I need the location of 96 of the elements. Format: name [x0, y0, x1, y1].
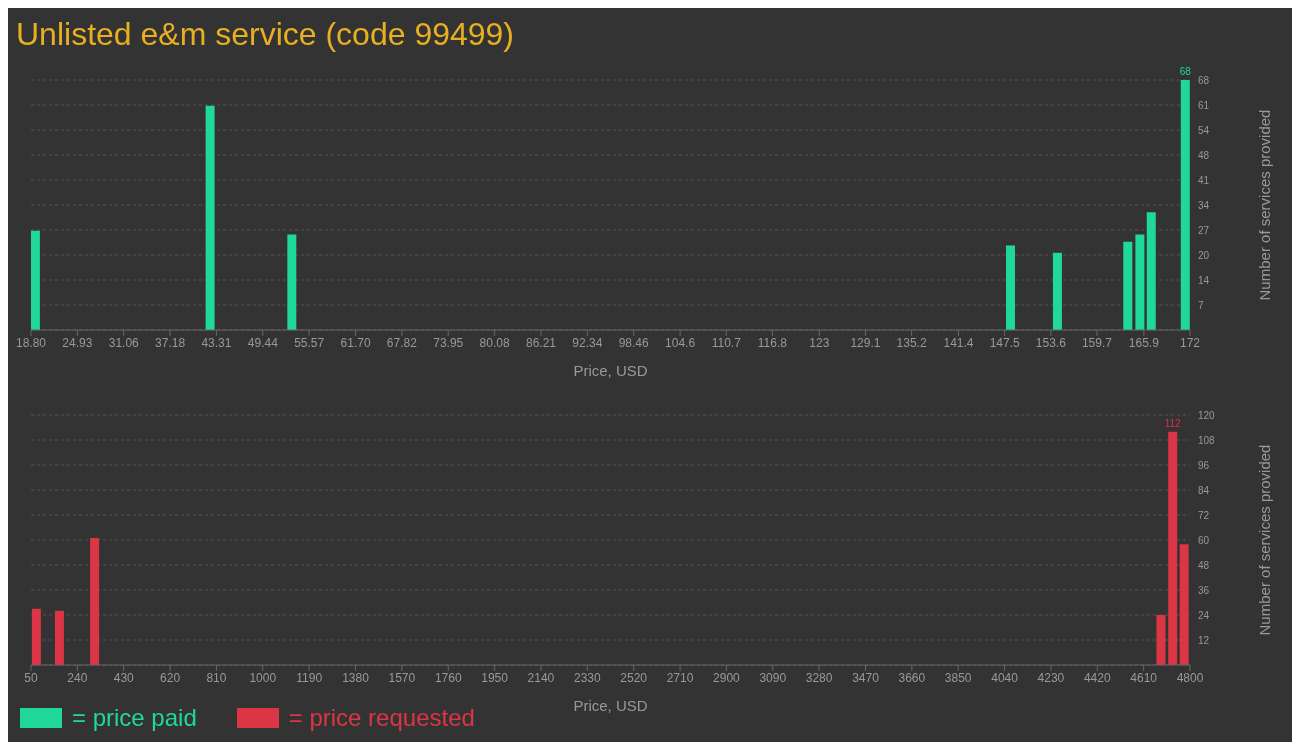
x-tick-label: 110.7: [711, 335, 742, 350]
bar: [1123, 241, 1133, 330]
x-tick-label: 1190: [296, 670, 323, 685]
y-tick-label: 36: [1198, 584, 1210, 596]
x-tick-label: 49.44: [247, 335, 279, 350]
y-tick-label: 120: [1198, 409, 1216, 421]
bar: [205, 105, 215, 330]
x-tick-label: 3280: [805, 670, 833, 685]
y-tick-label: 108: [1198, 434, 1216, 446]
y-tick-label: 20: [1198, 249, 1210, 261]
x-tick-label: 1570: [388, 670, 416, 685]
x-tick-label: 810: [206, 670, 227, 685]
x-tick-label: 1380: [342, 670, 370, 685]
x-tick-label: 2140: [527, 670, 555, 685]
x-tick-label: 123: [809, 335, 830, 350]
bar: [31, 230, 40, 330]
y-tick-label: 54: [1198, 124, 1210, 136]
x-tick-label: 43.31: [201, 335, 232, 350]
bar: [1006, 245, 1016, 330]
x-tick-label: 2710: [666, 670, 694, 685]
bar: [31, 608, 41, 665]
x-tick-label: 3090: [759, 670, 787, 685]
x-axis-title: Price, USD: [573, 362, 648, 379]
x-tick-label: 3470: [852, 670, 880, 685]
bar: [1135, 234, 1145, 330]
y-tick-label: 72: [1198, 509, 1210, 521]
x-tick-label: 4800: [1176, 670, 1204, 685]
x-tick-label: 61.70: [340, 335, 371, 350]
x-tick-label: 2520: [620, 670, 648, 685]
data-label: 68: [1179, 66, 1192, 77]
y-tick-label: 60: [1198, 534, 1210, 546]
data-label: 112: [1164, 417, 1182, 429]
chart-title: Unlisted e&m service (code 99499): [16, 16, 515, 53]
x-tick-label: 159.7: [1081, 335, 1113, 350]
y-tick-label: 12: [1198, 634, 1210, 646]
y-tick-label: 7: [1198, 299, 1204, 311]
x-tick-label: 3660: [898, 670, 926, 685]
x-tick-label: 31.06: [108, 335, 140, 350]
x-tick-label: 147.5: [989, 335, 1020, 350]
legend-label: = price requested: [288, 704, 475, 732]
x-tick-label: 135.2: [896, 335, 927, 350]
x-tick-label: 80.08: [479, 335, 510, 350]
x-tick-label: 4230: [1037, 670, 1065, 685]
bar: [1156, 615, 1166, 665]
x-tick-label: 2330: [573, 670, 601, 685]
x-tick-label: 104.6: [665, 335, 696, 350]
y-tick-label: 48: [1198, 149, 1210, 161]
x-tick-label: 430: [113, 670, 135, 685]
x-tick-label: 240: [67, 670, 88, 685]
x-tick-label: 67.82: [386, 335, 418, 350]
y-tick-label: 68: [1198, 74, 1210, 86]
x-tick-label: 18.80: [15, 335, 47, 350]
x-tick-label: 1000: [249, 670, 277, 685]
legend-label: = price paid: [72, 704, 197, 732]
y-tick-label: 27: [1198, 224, 1210, 236]
y-tick-label: 61: [1198, 99, 1210, 111]
bar: [90, 537, 100, 665]
x-tick-label: 116.8: [757, 335, 788, 350]
x-tick-label: 24.93: [62, 335, 93, 350]
x-tick-label: 172: [1179, 335, 1201, 350]
x-tick-label: 86.21: [525, 335, 557, 350]
x-tick-label: 2900: [713, 670, 741, 685]
y-axis-title: Number of services provided: [1255, 108, 1274, 303]
y-tick-label: 96: [1198, 459, 1210, 471]
bar: [1168, 431, 1178, 665]
y-axis-title: Number of services provided: [1255, 443, 1274, 638]
bar: [1052, 252, 1062, 330]
y-tick-label: 48: [1198, 559, 1210, 571]
x-tick-label: 4420: [1083, 670, 1111, 685]
x-axis-title: Price, USD: [573, 697, 648, 714]
x-tick-label: 73.95: [433, 335, 464, 350]
bar: [54, 610, 64, 665]
bar: [1179, 544, 1189, 665]
x-tick-label: 153.6: [1035, 335, 1067, 350]
x-tick-label: 4040: [991, 670, 1019, 685]
y-tick-label: 84: [1198, 484, 1210, 496]
x-tick-label: 1760: [434, 670, 462, 685]
x-tick-label: 129.1: [850, 335, 881, 350]
y-tick-label: 34: [1198, 199, 1210, 211]
bar: [1180, 80, 1190, 330]
x-tick-label: 3850: [944, 670, 972, 685]
x-tick-label: 50: [24, 670, 38, 685]
x-tick-label: 37.18: [155, 335, 186, 350]
x-tick-label: 165.9: [1128, 335, 1160, 350]
bar: [1146, 212, 1156, 330]
x-tick-label: 55.57: [294, 335, 325, 350]
x-tick-label: 92.34: [572, 335, 603, 350]
x-tick-label: 98.46: [618, 335, 649, 350]
bar: [287, 234, 297, 330]
x-tick-label: 620: [160, 670, 181, 685]
x-tick-label: 1950: [481, 670, 509, 685]
x-tick-label: 4610: [1130, 670, 1158, 685]
y-tick-label: 14: [1198, 274, 1210, 286]
x-tick-label: 141.4: [943, 335, 974, 350]
y-tick-label: 41: [1198, 174, 1210, 186]
y-tick-label: 24: [1198, 609, 1210, 621]
